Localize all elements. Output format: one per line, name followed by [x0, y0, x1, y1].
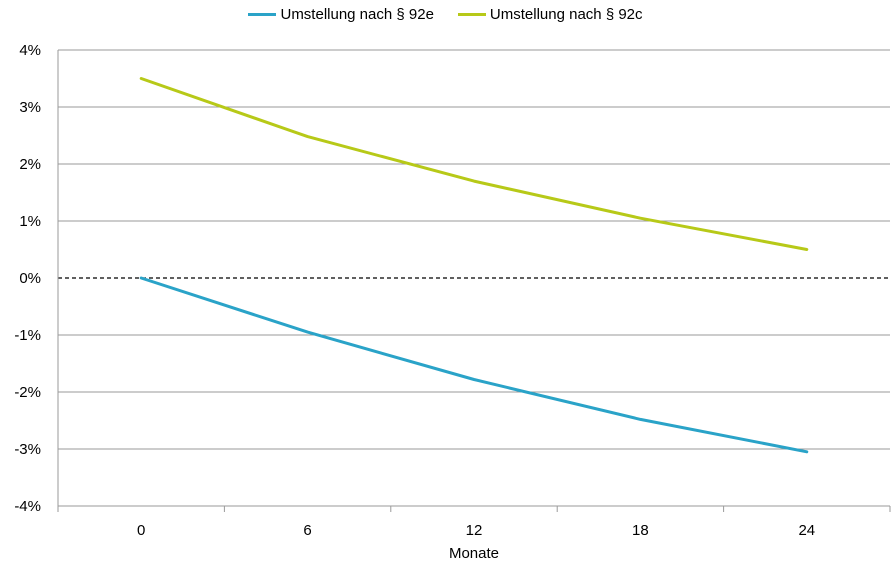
data-point-series-2-3: [639, 217, 642, 220]
y-tick-label-4: 0%: [19, 270, 41, 287]
y-tick-label-2: -2%: [14, 384, 41, 401]
legend-item-series-2: Umstellung nach § 92c: [457, 6, 643, 23]
data-point-series-2-1: [306, 135, 309, 138]
x-tick-labels: 0 6 12 18 24: [137, 522, 815, 539]
x-tick-label-4: 24: [798, 522, 815, 539]
y-tick-label-3: -1%: [14, 327, 41, 344]
series-line-1: [139, 276, 809, 454]
data-point-series-2-2: [473, 180, 476, 183]
x-axis-title: Monate: [449, 545, 499, 562]
data-point-series-2-4: [805, 248, 808, 251]
x-tick-label-3: 18: [632, 522, 649, 539]
y-tick-label-1: -3%: [14, 441, 41, 458]
legend-swatch-series-2: [457, 13, 486, 16]
series-lines: [139, 77, 809, 454]
data-point-series-2-0: [140, 77, 143, 80]
axes: [57, 50, 891, 512]
chart-legend: Umstellung nach § 92e Umstellung nach § …: [0, 6, 891, 23]
data-point-series-1-1: [306, 331, 309, 334]
series-line-2: [139, 77, 809, 251]
y-tick-label-7: 3%: [19, 99, 41, 116]
y-tick-label-8: 4%: [19, 42, 41, 59]
data-point-series-1-3: [639, 418, 642, 421]
legend-label-series-2: Umstellung nach § 92c: [489, 6, 643, 23]
legend-item-series-1: Umstellung nach § 92e: [248, 6, 434, 23]
data-point-series-1-4: [805, 450, 808, 453]
legend-swatch-series-1: [248, 13, 277, 16]
y-tick-labels: -4% -3% -2% -1% 0% 1% 2% 3% 4%: [14, 42, 41, 515]
y-tick-label-5: 1%: [19, 213, 41, 230]
x-tick-label-2: 12: [466, 522, 483, 539]
y-tick-label-6: 2%: [19, 156, 41, 173]
grid-lines: [58, 49, 890, 507]
data-point-series-1-2: [473, 378, 476, 381]
data-point-series-1-0: [140, 277, 143, 280]
y-tick-label-0: -4%: [14, 498, 41, 515]
x-tick-label-0: 0: [137, 522, 145, 539]
legend-label-series-1: Umstellung nach § 92e: [280, 6, 434, 23]
x-tick-label-1: 6: [303, 522, 311, 539]
